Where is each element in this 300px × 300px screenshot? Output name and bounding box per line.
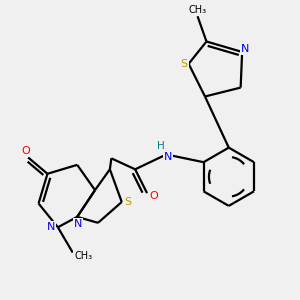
Text: H: H bbox=[157, 141, 165, 151]
Text: O: O bbox=[149, 191, 158, 201]
Text: S: S bbox=[125, 197, 132, 207]
Text: N: N bbox=[47, 222, 56, 232]
Text: N: N bbox=[74, 219, 82, 229]
Text: N: N bbox=[241, 44, 249, 54]
Text: O: O bbox=[21, 146, 30, 156]
Text: N: N bbox=[164, 152, 172, 162]
Text: S: S bbox=[181, 59, 188, 69]
Text: CH₃: CH₃ bbox=[74, 250, 92, 260]
Text: CH₃: CH₃ bbox=[188, 5, 207, 15]
